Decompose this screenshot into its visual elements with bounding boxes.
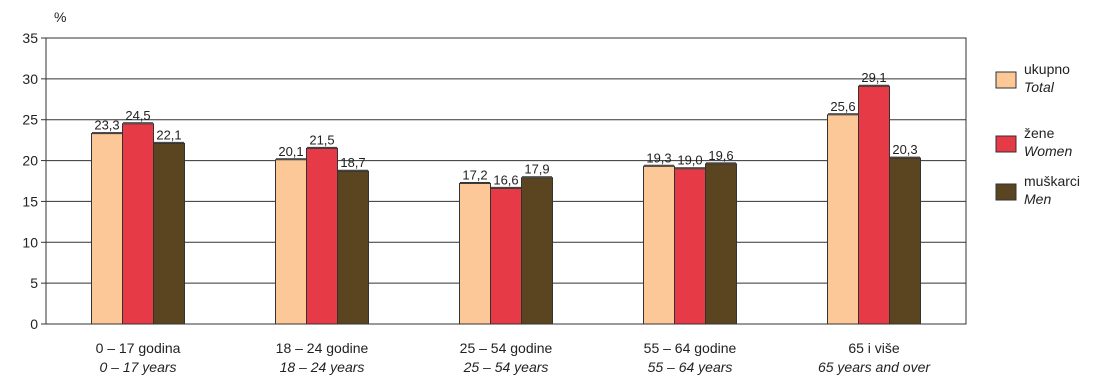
y-tick-label: 15 (22, 193, 38, 209)
legend-label-en: Total (1024, 79, 1055, 95)
value-label: 19,3 (646, 150, 671, 165)
y-axis-label: % (54, 9, 66, 25)
bar (889, 157, 921, 325)
bar (490, 187, 522, 325)
value-label: 18,7 (340, 155, 365, 170)
bar (275, 159, 307, 325)
y-tick-label: 35 (22, 30, 38, 46)
y-tick-label: 25 (22, 112, 38, 128)
legend-swatch (995, 135, 1017, 153)
value-label: 23,3 (94, 118, 119, 133)
value-label: 16,6 (493, 172, 518, 187)
value-label: 24,5 (125, 108, 150, 123)
bar (858, 85, 890, 325)
bars (91, 85, 921, 325)
value-label: 19,0 (677, 153, 702, 168)
value-label: 19,6 (708, 148, 733, 163)
legend-label-en: Men (1024, 191, 1051, 207)
category-label-en: 55 – 64 years (648, 359, 733, 375)
y-tick-label: 30 (22, 71, 38, 87)
value-label: 22,1 (156, 127, 181, 142)
value-label: 17,2 (462, 167, 487, 182)
bar (153, 142, 185, 325)
value-labels: 23,3 24,5 22,1 20,1 21,5 18,7 17,2 16,6 17,9 19,3… (92, 70, 920, 188)
category-label: 25 – 54 godine (460, 340, 553, 356)
y-tick-label: 10 (22, 234, 38, 250)
category-label-en: 25 – 54 years (463, 359, 549, 375)
plot-frame (45, 37, 967, 325)
legend-swatch (995, 183, 1017, 201)
y-tick-label: 0 (30, 316, 38, 332)
category-label: 18 – 24 godine (276, 340, 369, 356)
bar (827, 114, 859, 325)
category-label-en: 65 years and over (818, 359, 931, 375)
value-label: 20,1 (278, 144, 303, 159)
category-label: 55 – 64 godine (644, 340, 737, 356)
legend: ukupno Total žene Women muškarci Men (995, 61, 1080, 207)
value-label: 21,5 (309, 132, 334, 147)
value-label: 29,1 (861, 70, 886, 85)
legend-label: ukupno (1024, 61, 1070, 77)
value-label: 20,3 (892, 142, 917, 157)
category-label: 0 – 17 godina (96, 340, 181, 356)
category-label: 65 i više (848, 340, 900, 356)
value-label: 17,9 (524, 162, 549, 177)
bar (643, 165, 675, 325)
category-label-en: 0 – 17 years (99, 359, 176, 375)
legend-label: muškarci (1024, 173, 1080, 189)
bar (459, 182, 491, 325)
bar (521, 177, 553, 325)
bar (91, 133, 123, 325)
bar (122, 123, 154, 325)
x-axis-categories: 0 – 17 godina 0 – 17 years 18 – 24 godine 1… (96, 340, 932, 375)
bar (705, 163, 737, 325)
legend-swatch (995, 71, 1017, 89)
bar (674, 168, 706, 325)
legend-label-en: Women (1024, 143, 1072, 159)
y-tick-label: 5 (30, 275, 38, 291)
y-tick-label: 20 (22, 153, 38, 169)
bar (337, 170, 369, 325)
y-axis-ticks: 0 5 10 15 20 25 30 35 (22, 30, 46, 332)
bar (306, 147, 338, 325)
value-label: 25,6 (830, 99, 855, 114)
legend-label: žene (1024, 125, 1055, 141)
category-label-en: 18 – 24 years (280, 359, 365, 375)
